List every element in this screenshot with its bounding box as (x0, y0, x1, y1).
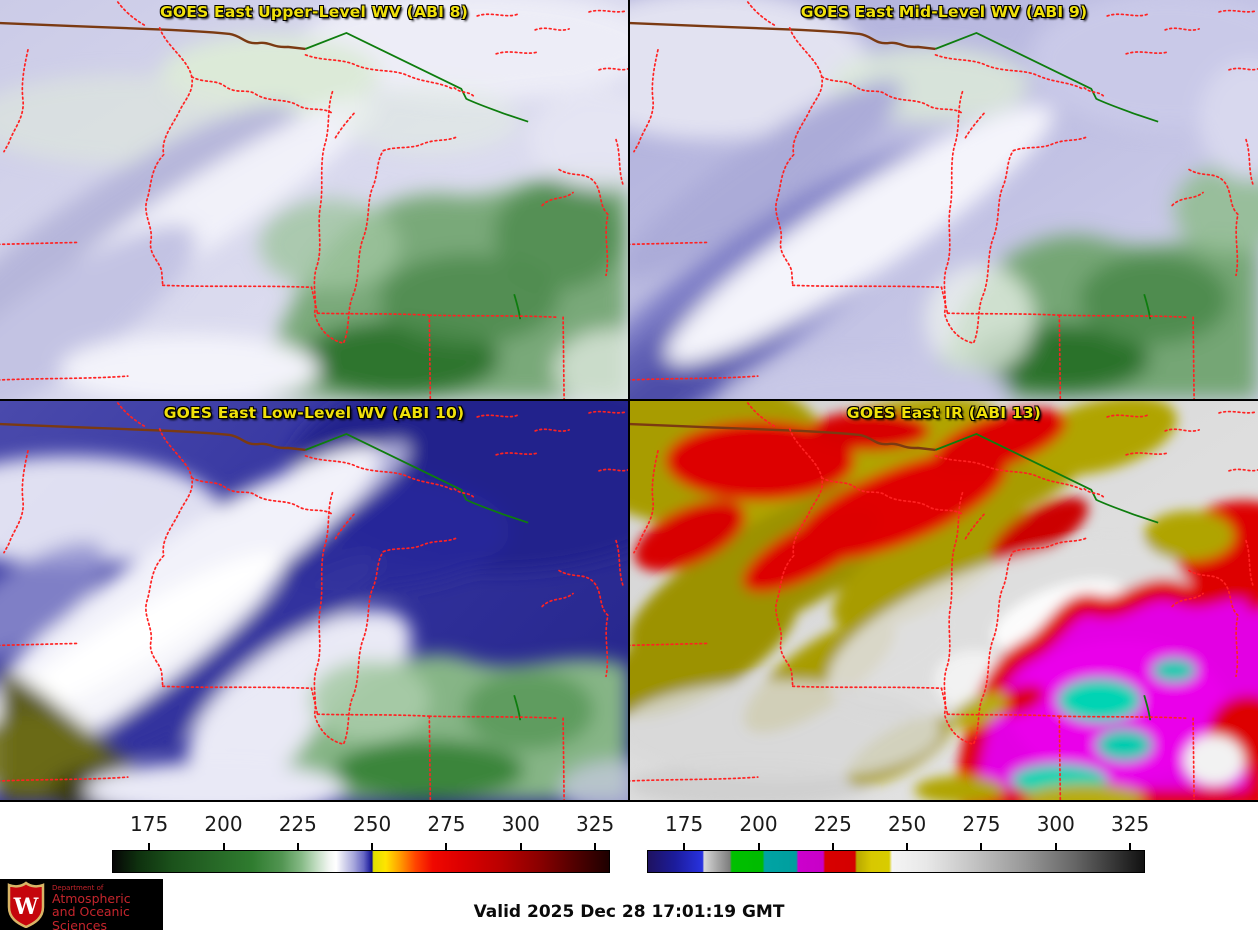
uw-crest-icon: W (7, 881, 45, 928)
colorbar-tick-mark (1129, 843, 1132, 850)
panel-title-abi8: GOES East Upper-Level WV (ABI 8) (159, 3, 469, 21)
colorbar-tick-label: 300 (501, 812, 540, 836)
colorbar-tick-mark (831, 843, 834, 850)
colorbar-tick-mark (594, 843, 597, 850)
colorbar-tick-label: 325 (576, 812, 615, 836)
colorbar-row: 175 200 225 250 275 300 325 175 200 225 250 275 300… (0, 802, 1258, 876)
satellite-image-abi10 (0, 401, 628, 800)
colorbar-tick-label: 250 (353, 812, 392, 836)
panel-title-abi13: GOES East IR (ABI 13) (846, 404, 1042, 422)
colorbar-tick-label: 250 (888, 812, 927, 836)
wv-colorbar-gradient (112, 850, 610, 873)
wv-colorbar-tick-marks (112, 843, 610, 850)
colorbar-tick-mark (757, 843, 760, 850)
colorbar-tick-label: 200 (739, 812, 778, 836)
colorbar-tick-label: 175 (665, 812, 704, 836)
logo-department-line: Department of (52, 884, 104, 892)
satellite-image-abi13 (630, 401, 1258, 800)
satellite-image-abi9 (630, 0, 1258, 399)
wv-colorbar: 175 200 225 250 275 300 325 (112, 802, 614, 876)
uw-aos-logo: W Department of Atmospheric and Oceanic … (0, 879, 163, 930)
ir-colorbar: 175 200 225 250 275 300 325 (647, 802, 1149, 876)
panel-abi13: GOES East IR (ABI 13) (630, 401, 1258, 800)
colorbar-tick-mark (371, 843, 374, 850)
wv-colorbar-tick-labels: 175 200 225 250 275 300 325 (112, 812, 614, 836)
logo-name-line2: and Oceanic Sciences (52, 904, 130, 930)
panel-title-abi9: GOES East Mid-Level WV (ABI 9) (800, 3, 1088, 21)
panel-title-abi10: GOES East Low-Level WV (ABI 10) (163, 404, 465, 422)
footer: W Department of Atmospheric and Oceanic … (0, 876, 1258, 930)
colorbar-tick-label: 325 (1111, 812, 1150, 836)
colorbar-tick-mark (906, 843, 909, 850)
colorbar-tick-mark (980, 843, 983, 850)
colorbar-tick-mark (519, 843, 522, 850)
panel-abi8: GOES East Upper-Level WV (ABI 8) (0, 0, 628, 399)
satellite-image-abi8 (0, 0, 628, 399)
colorbar-tick-mark (148, 843, 151, 850)
ir-colorbar-tick-marks (647, 843, 1145, 850)
valid-timestamp: Valid 2025 Dec 28 17:01:19 GMT (473, 902, 785, 922)
colorbar-tick-mark (296, 843, 299, 850)
ir-colorbar-gradient (647, 850, 1145, 873)
logo-text: Department of Atmospheric and Oceanic Sc… (52, 884, 163, 930)
panel-abi9: GOES East Mid-Level WV (ABI 9) (630, 0, 1258, 399)
satellite-panel-grid: GOES East Upper-Level WV (ABI 8) (0, 0, 1258, 802)
svg-text:W: W (13, 894, 39, 920)
colorbar-tick-mark (445, 843, 448, 850)
panel-abi10: GOES East Low-Level WV (ABI 10) (0, 401, 628, 800)
logo-name-line1: Atmospheric (52, 891, 131, 907)
colorbar-tick-mark (1054, 843, 1057, 850)
colorbar-tick-mark (222, 843, 225, 850)
colorbar-tick-label: 200 (204, 812, 243, 836)
colorbar-tick-label: 275 (427, 812, 466, 836)
colorbar-tick-label: 300 (1036, 812, 1075, 836)
colorbar-tick-label: 175 (130, 812, 169, 836)
ir-colorbar-tick-labels: 175 200 225 250 275 300 325 (647, 812, 1149, 836)
colorbar-tick-label: 225 (813, 812, 852, 836)
colorbar-tick-mark (683, 843, 686, 850)
colorbar-tick-label: 275 (962, 812, 1001, 836)
colorbar-tick-label: 225 (278, 812, 317, 836)
